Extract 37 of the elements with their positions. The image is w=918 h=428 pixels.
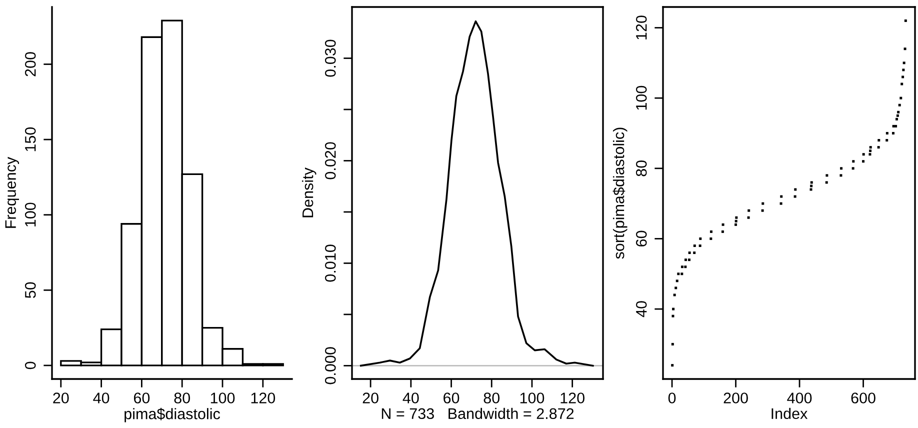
x-tick-label: 200 [724,392,748,404]
x-tick-label: 80 [174,392,190,404]
y-tick-label: 60 [636,230,647,246]
y-tick-label: 120 [636,16,647,40]
x-tick-label: 120 [560,392,584,404]
x-tick-label: 40 [93,392,110,404]
x-tick-label: 400 [787,392,812,404]
x-tick-label: 20 [53,392,69,404]
x-tick-label: 120 [251,392,276,404]
x-tick-label: 0 [668,392,676,404]
y-tick-label: 0.010 [324,244,336,282]
y-tick-label: 50 [24,282,36,298]
x-axis-title: N = 733 Bandwidth = 2.872 [382,408,574,420]
y-tick-label: 150 [24,127,36,152]
x-tick-label: 20 [362,392,378,404]
x-tick-label: 100 [520,392,544,404]
y-axis-title: Density [302,168,316,218]
y-tick-label: 100 [24,202,36,226]
x-axis-title: pima$diastolic [124,408,220,422]
x-tick-label: 80 [484,392,500,404]
y-axis-title: Frequency [5,156,20,228]
y-axis-title: sort(pima$diastolic) [612,128,628,259]
y-tick-label: 0.000 [324,347,336,384]
x-tick-label: 60 [134,392,150,404]
x-tick-label: 100 [210,392,235,404]
x-tick-label: 40 [402,392,419,404]
y-tick-label: 200 [24,52,36,76]
y-tick-label: 0.030 [324,40,336,77]
y-tick-label: 0 [24,362,36,370]
x-tick-label: 60 [444,392,460,404]
y-tick-label: 40 [636,301,647,318]
line-series [360,20,594,367]
y-tick-label: 0.020 [324,142,336,180]
y-tick-label: 100 [636,86,647,110]
x-tick-label: 600 [851,392,876,404]
x-axis-title: Index [772,408,808,420]
y-tick-label: 80 [636,160,647,176]
